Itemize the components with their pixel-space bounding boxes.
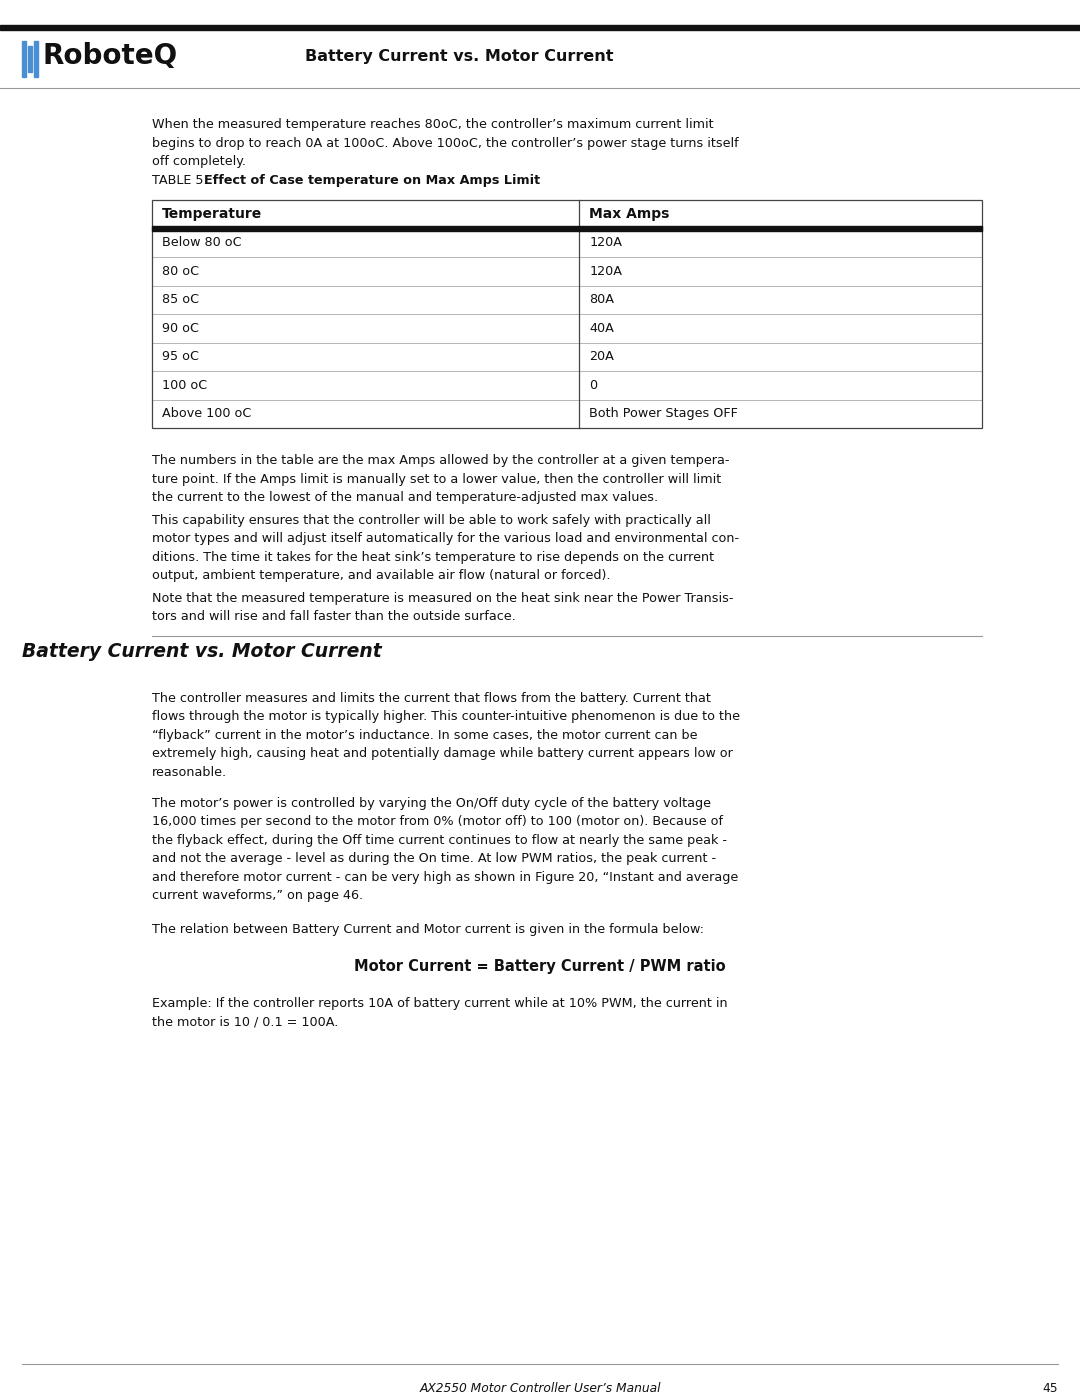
Text: The controller measures and limits the current that flows from the battery. Curr: The controller measures and limits the c… bbox=[152, 692, 740, 780]
Text: 85 oC: 85 oC bbox=[162, 293, 199, 306]
Text: This capability ensures that the controller will be able to work safely with pra: This capability ensures that the control… bbox=[152, 514, 739, 583]
Text: 120A: 120A bbox=[590, 265, 622, 278]
Text: 120A: 120A bbox=[590, 236, 622, 249]
Text: AX2550 Motor Controller User’s Manual: AX2550 Motor Controller User’s Manual bbox=[419, 1382, 661, 1396]
Bar bbox=[0, 25, 1080, 29]
Text: 80A: 80A bbox=[590, 293, 615, 306]
Text: Below 80 oC: Below 80 oC bbox=[162, 236, 242, 249]
Text: The motor’s power is controlled by varying the On/Off duty cycle of the battery : The motor’s power is controlled by varyi… bbox=[152, 798, 739, 902]
Bar bbox=[28, 46, 32, 73]
Text: 20A: 20A bbox=[590, 351, 615, 363]
Text: Effect of Case temperature on Max Amps Limit: Effect of Case temperature on Max Amps L… bbox=[204, 175, 540, 187]
Text: Temperature: Temperature bbox=[162, 207, 262, 221]
Bar bbox=[33, 41, 38, 77]
Text: Battery Current vs. Motor Current: Battery Current vs. Motor Current bbox=[305, 49, 613, 63]
Text: TABLE 5.: TABLE 5. bbox=[152, 175, 212, 187]
Text: 40A: 40A bbox=[590, 321, 615, 335]
Text: Both Power Stages OFF: Both Power Stages OFF bbox=[590, 408, 739, 420]
Text: When the measured temperature reaches 80oC, the controller’s maximum current lim: When the measured temperature reaches 80… bbox=[152, 117, 739, 168]
Text: Above 100 oC: Above 100 oC bbox=[162, 408, 252, 420]
Text: 45: 45 bbox=[1042, 1382, 1058, 1396]
Text: 80 oC: 80 oC bbox=[162, 265, 199, 278]
Text: 95 oC: 95 oC bbox=[162, 351, 199, 363]
Text: 0: 0 bbox=[590, 379, 597, 391]
Bar bbox=[22, 41, 26, 77]
Text: Note that the measured temperature is measured on the heat sink near the Power T: Note that the measured temperature is me… bbox=[152, 592, 733, 623]
Text: 100 oC: 100 oC bbox=[162, 379, 207, 391]
Text: Motor Current = Battery Current / PWM ratio: Motor Current = Battery Current / PWM ra… bbox=[354, 958, 726, 974]
Bar bbox=[152, 200, 982, 427]
Bar bbox=[152, 226, 982, 231]
Text: RoboteQ: RoboteQ bbox=[42, 42, 177, 70]
Text: Max Amps: Max Amps bbox=[590, 207, 670, 221]
Text: 90 oC: 90 oC bbox=[162, 321, 199, 335]
Text: Battery Current vs. Motor Current: Battery Current vs. Motor Current bbox=[22, 643, 381, 661]
Text: The relation between Battery Current and Motor current is given in the formula b: The relation between Battery Current and… bbox=[152, 923, 704, 936]
Text: The numbers in the table are the max Amps allowed by the controller at a given t: The numbers in the table are the max Amp… bbox=[152, 454, 729, 504]
Text: Example: If the controller reports 10A of battery current while at 10% PWM, the : Example: If the controller reports 10A o… bbox=[152, 997, 728, 1028]
